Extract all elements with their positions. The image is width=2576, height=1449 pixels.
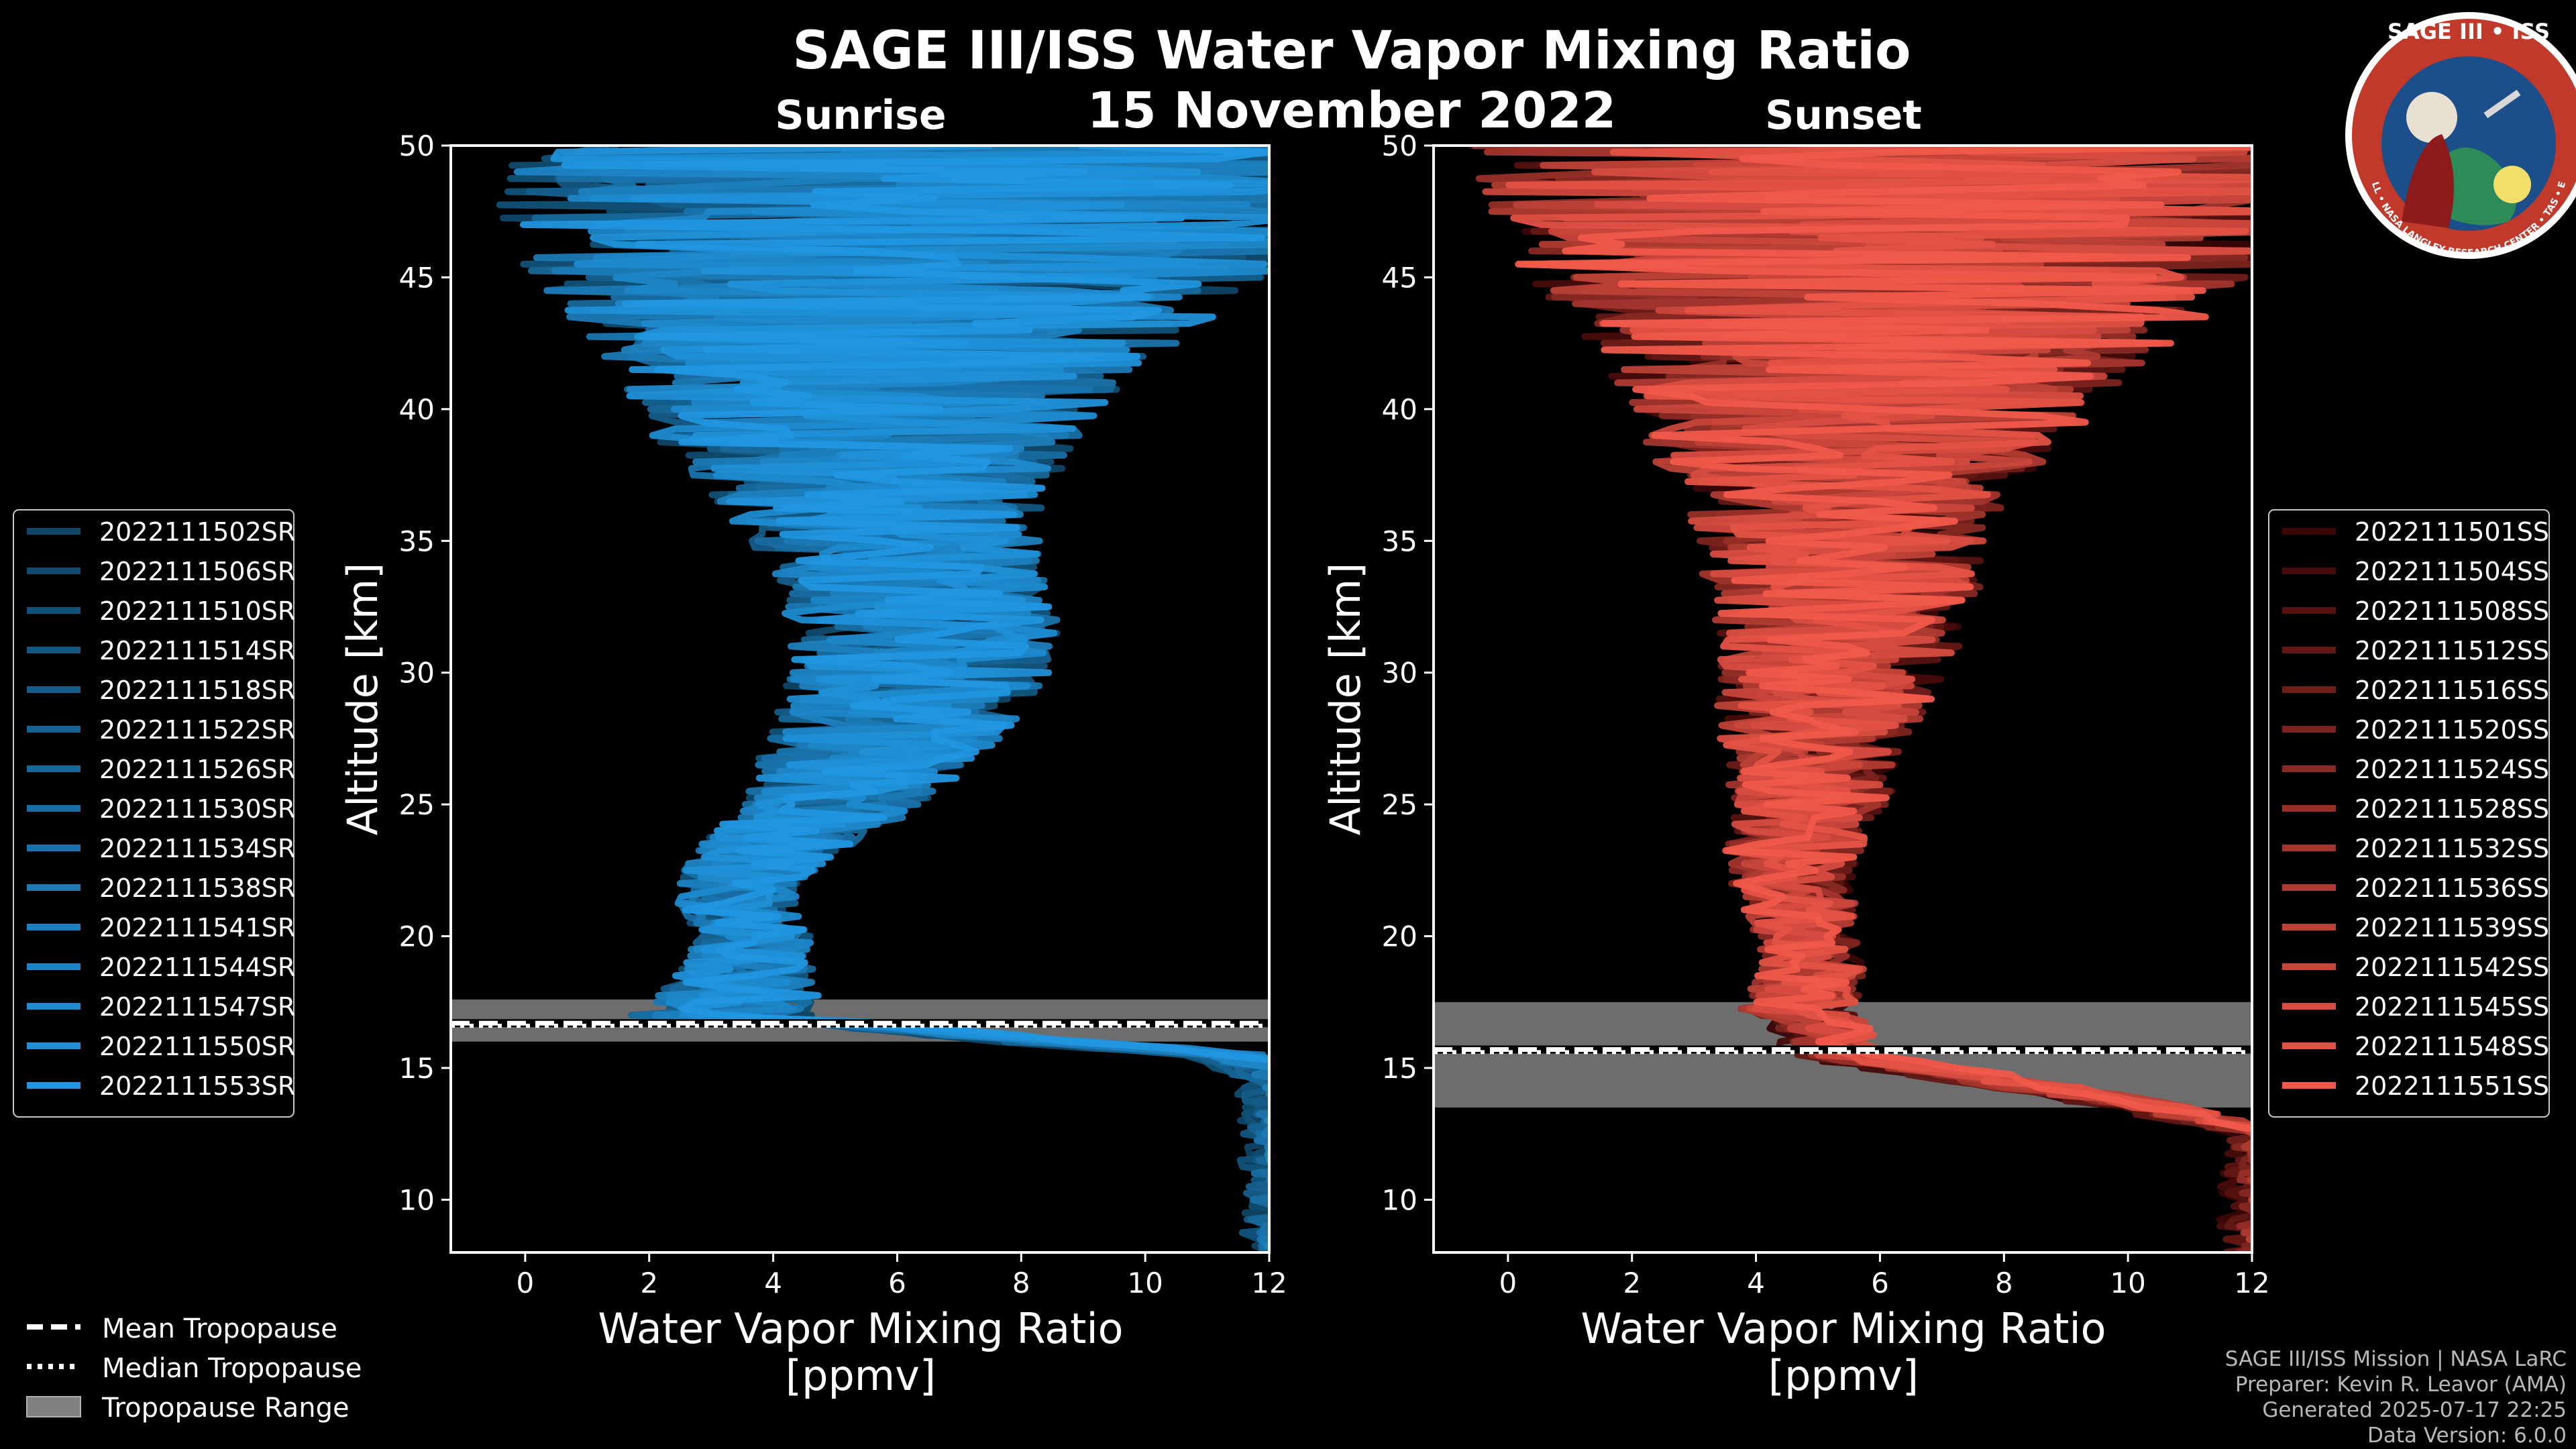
x-tick-label: 12 (2234, 1267, 2269, 1299)
sunset-plot-frame (1432, 144, 2253, 1254)
legend-label: 2022111526SR (99, 755, 295, 784)
sunrise-plot: 0 2 4 6 8 10 12 10 15 20 25 30 35 40 45 50 Altitude [km… (338, 129, 1287, 1400)
mean-tropopause-label: Mean Tropopause (102, 1313, 337, 1344)
x-tick-label: 2 (640, 1267, 658, 1299)
x-tick-label: 10 (2110, 1267, 2145, 1299)
x-tick-label: 6 (1871, 1267, 1889, 1299)
legend-label: 2022111501SS (2355, 517, 2549, 547)
y-tick-label: 15 (1382, 1052, 1417, 1085)
legend-label: 2022111548SS (2355, 1032, 2549, 1061)
legend-label: 2022111508SS (2355, 596, 2549, 626)
x-tick-label: 0 (1499, 1267, 1517, 1299)
legend-label: 2022111550SR (99, 1032, 295, 1061)
tropopause-range-label: Tropopause Range (101, 1393, 350, 1424)
legend-label: 2022111522SR (99, 715, 295, 745)
x-tick-label: 8 (1012, 1267, 1030, 1299)
x-tick-label: 10 (1127, 1267, 1163, 1299)
sunrise-ylabel: Altitude [km] (338, 563, 387, 836)
median-tropopause-label: Median Tropopause (102, 1353, 362, 1384)
y-tick-label: 25 (399, 788, 435, 821)
y-tick-label: 45 (399, 261, 435, 294)
legend-frame (2268, 509, 2550, 1118)
legend-label: 2022111510SR (99, 596, 295, 626)
x-tick-label: 4 (764, 1267, 782, 1299)
legend-label: 2022111516SS (2355, 676, 2549, 705)
y-tick-label: 30 (399, 657, 435, 690)
logo-title: SAGE III • ISS (2387, 19, 2550, 44)
sunset-ylabel: Altitude [km] (1321, 563, 1370, 836)
legend-label: 2022111532SS (2355, 834, 2549, 863)
footer-line-4: Data Version: 6.0.0 (2367, 1424, 2567, 1448)
legend-label: 2022111536SS (2355, 873, 2549, 903)
y-tick-label: 35 (1382, 525, 1417, 557)
y-tick-label: 50 (1382, 129, 1417, 162)
legend-label: 2022111520SS (2355, 715, 2549, 745)
legend-label: 2022111524SS (2355, 755, 2549, 784)
x-tick-label: 0 (517, 1267, 535, 1299)
figure-date: 15 November 2022 (1087, 82, 1616, 140)
sunset-xlabel-line-1: Water Vapor Mixing Ratio (1580, 1304, 2106, 1353)
tropopause-range-swatch (26, 1396, 81, 1417)
x-tick-label: 2 (1623, 1267, 1641, 1299)
y-tick-label: 10 (1382, 1183, 1417, 1216)
sunrise-plot-frame (449, 144, 1271, 1254)
legend-label: 2022111544SR (99, 953, 295, 982)
footer-line-1: SAGE III/ISS Mission | NASA LaRC (2225, 1347, 2567, 1371)
y-tick-label: 30 (1382, 657, 1417, 690)
y-tick-label: 35 (399, 525, 435, 557)
legend-label: 2022111538SR (99, 873, 295, 903)
sunrise-legend: 2022111502SR 2022111506SR 2022111510SR 2022… (13, 509, 295, 1118)
footer-line-2: Preparer: Kevin R. Leavor (AMA) (2235, 1373, 2567, 1397)
y-tick-label: 40 (399, 393, 435, 426)
y-tick-label: 10 (399, 1183, 435, 1216)
legend-frame (13, 509, 294, 1118)
profile-line-2022111550SR (550, 146, 1269, 1063)
y-tick-label: 20 (1382, 920, 1417, 953)
legend-label: 2022111545SS (2355, 992, 2549, 1022)
figure-title: SAGE III/ISS Water Vapor Mixing Ratio (792, 21, 1911, 81)
x-tick-label: 8 (1995, 1267, 2013, 1299)
legend-label: 2022111541SR (99, 913, 295, 943)
profile-line-2022111553SR (520, 146, 1269, 1064)
tropopause-legend: Mean Tropopause Median Tropopause Tropop… (26, 1313, 362, 1424)
x-tick-label: 4 (1747, 1267, 1765, 1299)
y-tick-label: 50 (399, 129, 435, 162)
sunrise-xlabel-line-2: [ppmv] (786, 1351, 936, 1400)
legend-label: 2022111504SS (2355, 557, 2549, 586)
sunset-subtitle: Sunset (1765, 92, 1922, 139)
footer: SAGE III/ISS Mission | NASA LaRC Prepare… (2225, 1347, 2567, 1448)
x-tick-label: 12 (1251, 1267, 1287, 1299)
legend-label: 2022111518SR (99, 676, 295, 705)
profile-line-2022111551SS (1515, 146, 2252, 1132)
legend-label: 2022111512SS (2355, 636, 2549, 665)
sunrise-xlabel-line-1: Water Vapor Mixing Ratio (598, 1304, 1123, 1353)
legend-label: 2022111528SS (2355, 794, 2549, 824)
y-tick-label: 20 (399, 920, 435, 953)
sunset-legend: 2022111501SS 2022111504SS 2022111508SS 2022… (2268, 509, 2550, 1118)
footer-line-3: Generated 2025-07-17 22:25 (2262, 1398, 2567, 1422)
y-tick-label: 15 (399, 1052, 435, 1085)
legend-label: 2022111514SR (99, 636, 295, 665)
x-tick-label: 6 (888, 1267, 906, 1299)
legend-label: 2022111542SS (2355, 953, 2549, 982)
sunset-xlabel-line-2: [ppmv] (1768, 1351, 1919, 1400)
legend-label: 2022111530SR (99, 794, 295, 824)
y-tick-label: 40 (1382, 393, 1417, 426)
legend-label: 2022111534SR (99, 834, 295, 863)
legend-label: 2022111502SR (99, 517, 295, 547)
legend-label: 2022111539SS (2355, 913, 2549, 943)
sunrise-subtitle: Sunrise (775, 92, 946, 139)
sunset-plot: 0 2 4 6 8 10 12 10 15 20 25 30 35 40 45 50 Altitude [km… (1321, 129, 2270, 1400)
legend-label: 2022111506SR (99, 557, 295, 586)
y-tick-label: 45 (1382, 261, 1417, 294)
y-tick-label: 25 (1382, 788, 1417, 821)
legend-label: 2022111551SS (2355, 1071, 2549, 1101)
legend-label: 2022111547SR (99, 992, 295, 1022)
legend-label: 2022111553SR (99, 1071, 295, 1101)
